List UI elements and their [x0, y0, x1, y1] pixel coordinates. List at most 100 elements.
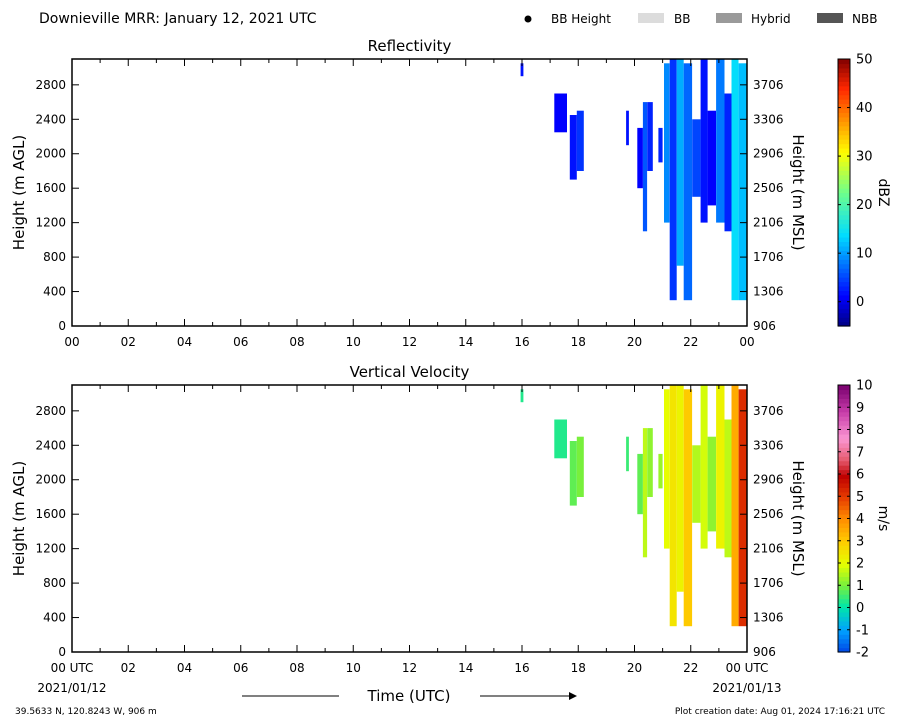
- colorbar-segment: [838, 205, 850, 211]
- colorbar-segment: [838, 232, 850, 238]
- colorbar-segment: [838, 183, 850, 189]
- x-tick-label: 02: [121, 335, 136, 349]
- echo-cell: [731, 385, 739, 627]
- colorbar-segment: [838, 563, 850, 569]
- colorbar-segment: [838, 134, 850, 140]
- colorbar-segment: [838, 214, 850, 220]
- bb-height-marker: [524, 15, 532, 23]
- hybrid-swatch: [716, 13, 742, 23]
- echo-cell: [683, 389, 693, 627]
- x-tick-label: 04: [177, 335, 192, 349]
- x-tick-label: 12: [402, 661, 417, 675]
- echo-cell: [554, 93, 567, 133]
- colorbar-tick-label: 9: [856, 401, 864, 416]
- colorbar-segment: [838, 72, 850, 78]
- colorbar: -2 -1 0 1 2 3 4 5 6 7 8 9 10 m/s: [837, 379, 891, 661]
- colorbar-segment: [838, 567, 850, 573]
- colorbar-segment: [838, 438, 850, 444]
- colorbar-segment: [838, 429, 850, 435]
- colorbar-segment: [838, 179, 850, 185]
- colorbar-segment: [838, 312, 850, 318]
- x-tick-label: 10: [346, 661, 361, 675]
- colorbar-segment: [838, 447, 850, 453]
- colorbar-segment: [838, 589, 850, 595]
- colorbar-segment: [838, 433, 850, 439]
- bb-swatch: [638, 13, 664, 23]
- colorbar-segment: [838, 398, 850, 404]
- echo-cell: [576, 110, 584, 171]
- colorbar-segment: [838, 321, 850, 327]
- colorbar-segment: [838, 241, 850, 247]
- legend-bb-height: BB Height: [551, 12, 611, 26]
- y2-tick-label: 906: [753, 645, 776, 659]
- colorbar-segment: [838, 478, 850, 484]
- y-tick-label: 400: [43, 285, 66, 299]
- colorbar-segment: [838, 522, 850, 528]
- colorbar-segment: [838, 116, 850, 122]
- y-tick-label: 0: [58, 645, 66, 659]
- echo-cell: [576, 436, 584, 497]
- colorbar-tick-label: 20: [856, 198, 873, 213]
- colorbar-segment: [838, 487, 850, 493]
- colorbar-segment: [838, 156, 850, 162]
- y2-tick-label: 906: [753, 319, 776, 333]
- plot-area: [72, 385, 747, 652]
- colorbar-segment: [838, 416, 850, 422]
- colorbar-tick-label: 10: [856, 247, 873, 262]
- colorbar-segment: [838, 643, 850, 649]
- legend-hybrid: Hybrid: [751, 12, 791, 26]
- colorbar-segment: [838, 540, 850, 546]
- x-tick-label: 08: [289, 335, 304, 349]
- y2-tick-label: 3706: [753, 404, 784, 418]
- colorbar-segment: [838, 125, 850, 131]
- y-tick-label: 400: [43, 611, 66, 625]
- colorbar-segment: [838, 285, 850, 291]
- plot-area: [72, 59, 747, 326]
- echo-cell: [692, 445, 701, 523]
- echo-cell: [569, 115, 577, 180]
- echo-cell: [569, 441, 577, 506]
- colorbar-segment: [838, 210, 850, 216]
- x-tick-label: 00 UTC: [726, 661, 769, 675]
- echo-cell: [716, 59, 725, 223]
- echo-cell: [676, 59, 684, 266]
- colorbar-segment: [838, 442, 850, 448]
- x-tick-label: 14: [458, 661, 473, 675]
- colorbar-segment: [838, 290, 850, 296]
- colorbar-segment: [838, 616, 850, 622]
- figure-title: Downieville MRR: January 12, 2021 UTC: [39, 11, 317, 27]
- colorbar-segment: [838, 143, 850, 149]
- echo-cell: [658, 127, 663, 163]
- colorbar-segment: [838, 237, 850, 243]
- y-tick-label: 1600: [35, 507, 66, 521]
- echo-cell: [692, 119, 701, 197]
- colorbar-segment: [838, 174, 850, 180]
- colorbar-segment: [838, 219, 850, 225]
- colorbar-segment: [838, 94, 850, 100]
- colorbar-segment: [838, 594, 850, 600]
- y2-tick-label: 2906: [753, 147, 784, 161]
- colorbar-label: m/s: [875, 506, 891, 532]
- colorbar-segment: [838, 393, 850, 399]
- colorbar-segment: [838, 389, 850, 395]
- colorbar-segment: [838, 491, 850, 497]
- colorbar-segment: [838, 161, 850, 167]
- y2-axis-label: Height (m MSL): [789, 460, 807, 576]
- colorbar: 0 10 20 30 40 50 dBZ: [837, 53, 891, 327]
- x-tick-label: 04: [177, 661, 192, 675]
- colorbar-segment: [838, 148, 850, 154]
- colorbar-segment: [838, 165, 850, 171]
- colorbar-segment: [838, 571, 850, 577]
- colorbar-segment: [838, 90, 850, 96]
- echo-cell: [664, 389, 670, 549]
- colorbar-segment: [838, 474, 850, 480]
- x-tick-label: 00: [64, 335, 79, 349]
- panel-title: Vertical Velocity: [350, 363, 470, 381]
- header-legend: BB Height BB Hybrid NBB: [524, 12, 877, 26]
- colorbar-segment: [838, 281, 850, 287]
- colorbar-tick-label: 0: [856, 295, 864, 310]
- y-tick-label: 1600: [35, 181, 66, 195]
- panel-title: Reflectivity: [368, 37, 452, 55]
- y-tick-label: 0: [58, 319, 66, 333]
